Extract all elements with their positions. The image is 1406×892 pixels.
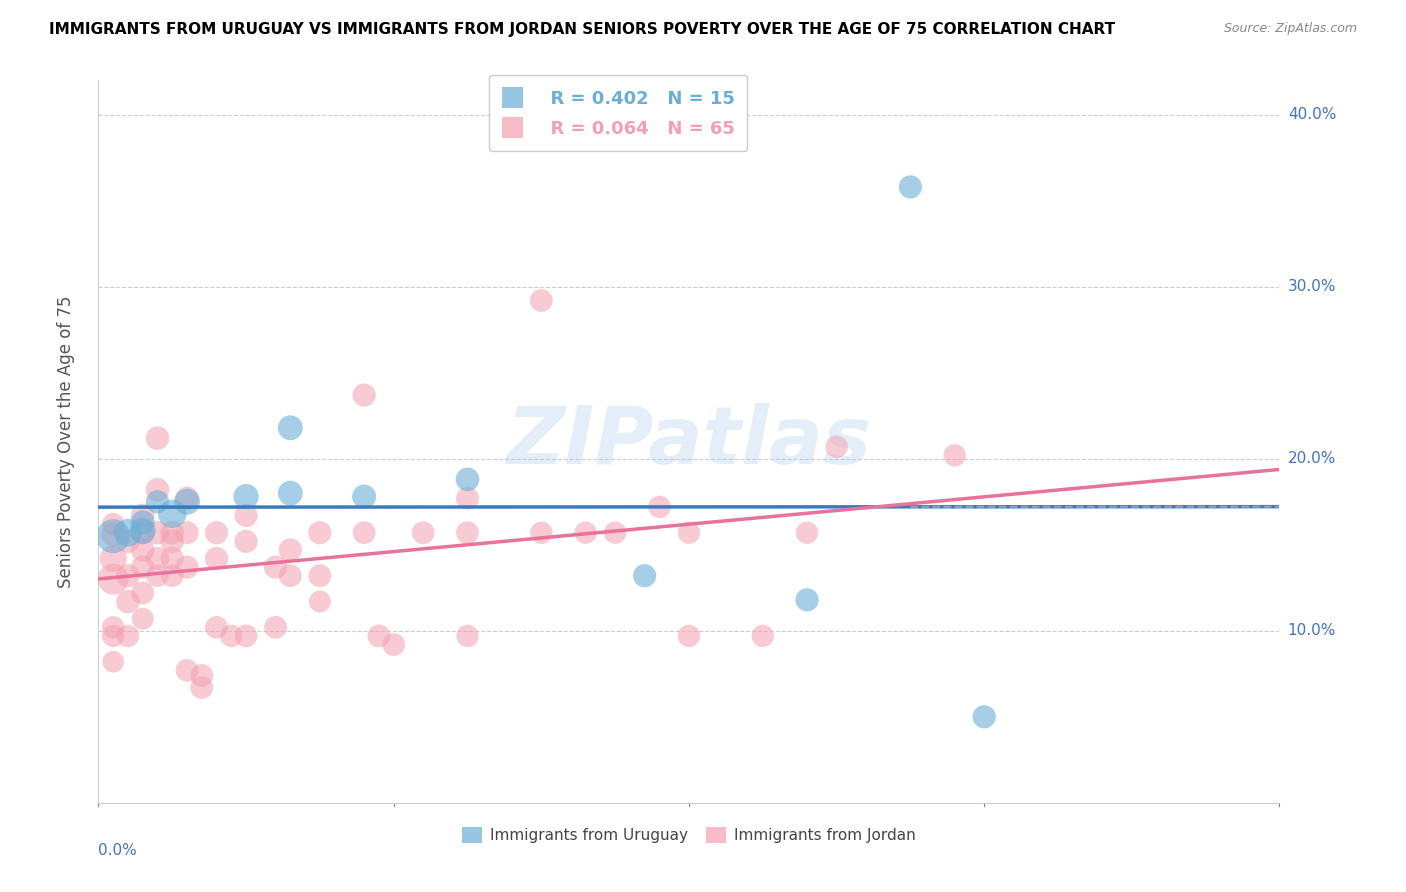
Point [117, 594, 139, 608]
Point [103, 527, 125, 541]
Point [575, 525, 598, 540]
Point [103, 629, 125, 643]
Point [103, 551, 125, 566]
Point [162, 507, 183, 521]
Text: 40.0%: 40.0% [1288, 107, 1336, 122]
Point [162, 534, 183, 549]
Point [280, 486, 302, 500]
Point [103, 529, 125, 543]
Y-axis label: Seniors Poverty Over the Age of 75: Seniors Poverty Over the Age of 75 [56, 295, 75, 588]
Point [457, 525, 479, 540]
Point [132, 586, 155, 600]
Text: Source: ZipAtlas.com: Source: ZipAtlas.com [1223, 22, 1357, 36]
Point [382, 638, 405, 652]
Point [280, 542, 302, 557]
Point [752, 629, 775, 643]
Point [176, 525, 198, 540]
Point [103, 517, 125, 532]
Point [103, 572, 125, 586]
Point [678, 525, 700, 540]
Text: 20.0%: 20.0% [1288, 451, 1336, 467]
Point [176, 560, 198, 574]
Text: 30.0%: 30.0% [1288, 279, 1336, 294]
Point [146, 551, 169, 566]
Point [146, 525, 169, 540]
Point [900, 180, 922, 194]
Point [117, 534, 139, 549]
Point [309, 568, 332, 582]
Point [132, 525, 155, 540]
Point [943, 448, 966, 462]
Point [176, 494, 198, 508]
Point [221, 629, 243, 643]
Point [146, 483, 169, 497]
Point [678, 629, 700, 643]
Point [280, 421, 302, 435]
Point [309, 525, 332, 540]
Point [648, 500, 671, 514]
Point [117, 568, 139, 582]
Point [235, 534, 257, 549]
Point [353, 525, 375, 540]
Point [205, 525, 228, 540]
Point [353, 490, 375, 504]
Point [162, 525, 183, 540]
Point [117, 629, 139, 643]
Point [103, 620, 125, 634]
Point [368, 629, 391, 643]
Point [132, 560, 155, 574]
Point [309, 594, 332, 608]
Point [117, 525, 139, 540]
Point [457, 491, 479, 506]
Point [796, 592, 818, 607]
Point [146, 494, 169, 508]
Point [353, 388, 375, 402]
Point [132, 524, 155, 538]
Point [146, 568, 169, 582]
Point [146, 431, 169, 445]
Point [530, 525, 553, 540]
Point [205, 620, 228, 634]
Point [973, 710, 995, 724]
Point [796, 525, 818, 540]
Point [191, 668, 214, 682]
Text: ZIPatlas: ZIPatlas [506, 402, 872, 481]
Point [103, 655, 125, 669]
Point [162, 568, 183, 582]
Point [176, 491, 198, 506]
Legend: Immigrants from Uruguay, Immigrants from Jordan: Immigrants from Uruguay, Immigrants from… [457, 821, 921, 849]
Point [280, 568, 302, 582]
Point [605, 525, 627, 540]
Point [825, 440, 848, 454]
Point [132, 508, 155, 523]
Point [162, 551, 183, 566]
Point [132, 612, 155, 626]
Point [191, 681, 214, 695]
Point [176, 664, 198, 678]
Point [235, 629, 257, 643]
Point [412, 525, 434, 540]
Point [264, 560, 287, 574]
Point [205, 551, 228, 566]
Text: 0.0%: 0.0% [98, 843, 138, 857]
Point [132, 516, 155, 530]
Point [235, 490, 257, 504]
Text: IMMIGRANTS FROM URUGUAY VS IMMIGRANTS FROM JORDAN SENIORS POVERTY OVER THE AGE O: IMMIGRANTS FROM URUGUAY VS IMMIGRANTS FR… [49, 22, 1115, 37]
Point [235, 508, 257, 523]
Point [530, 293, 553, 308]
Point [634, 568, 657, 582]
Point [132, 542, 155, 557]
Point [457, 472, 479, 486]
Text: 10.0%: 10.0% [1288, 624, 1336, 639]
Point [264, 620, 287, 634]
Point [457, 629, 479, 643]
